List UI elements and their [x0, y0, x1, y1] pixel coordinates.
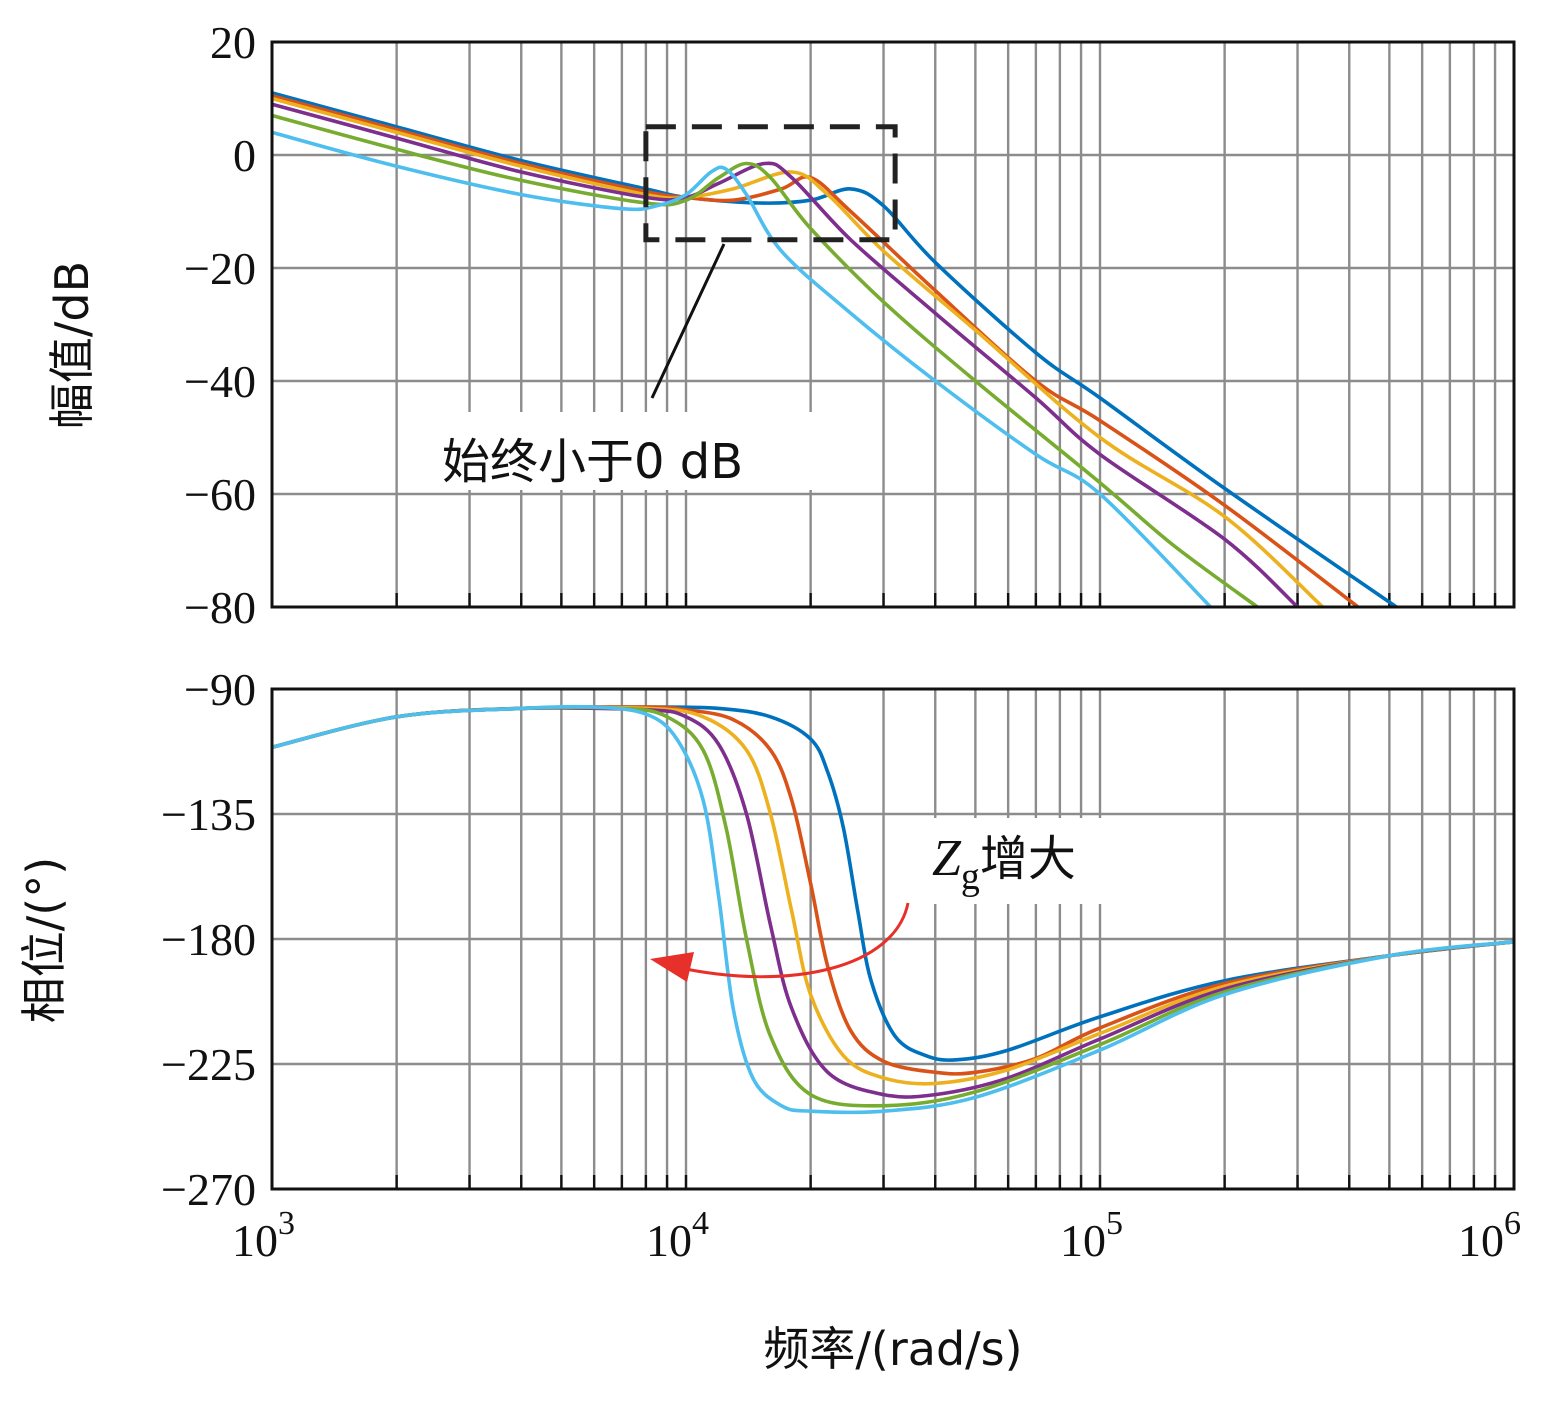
magnitude-series-line-3 — [272, 96, 1324, 607]
highlight-box — [643, 124, 898, 243]
phase-series-line-3 — [272, 705, 1514, 1086]
x-tick-base: 10 — [1458, 1215, 1504, 1266]
phase-series-line-6 — [272, 704, 1514, 1115]
phase-series-group — [272, 704, 1514, 1115]
phase-series-line-4 — [272, 706, 1514, 1099]
magnitude-series-line-4 — [272, 102, 1299, 607]
x-tick-exponent: 3 — [278, 1205, 295, 1242]
magnitude-plot-frame — [270, 40, 1516, 609]
phase-series-line-1 — [272, 705, 1514, 1062]
x-tick-exponent: 5 — [1106, 1205, 1123, 1242]
magnitude-series-line-1 — [272, 91, 1398, 607]
magnitude-series-line-2 — [272, 93, 1360, 607]
x-tick-label: 103 — [232, 1205, 295, 1266]
phase-grid — [270, 687, 1514, 1191]
phase-y-tick-labels: −90 −135 −180 −225 −270 — [161, 664, 256, 1215]
phase-y-tick-label: −270 — [161, 1164, 256, 1215]
magnitude-series-group — [272, 91, 1398, 607]
x-tick-label: 105 — [1060, 1205, 1123, 1266]
phase-y-tick-label: −135 — [161, 789, 256, 840]
magnitude-axis-label: 幅值/dB — [45, 261, 99, 429]
magnitude-grid — [270, 40, 1514, 609]
x-tick-label: 106 — [1458, 1205, 1521, 1266]
x-tick-labels: 103 104 105 106 — [232, 1205, 1521, 1266]
zg-arrowhead — [650, 952, 694, 982]
magnitude-y-tick-label: −60 — [184, 469, 256, 520]
zg-annotation: Zg增大 — [932, 830, 1076, 898]
x-tick-label: 104 — [646, 1205, 709, 1266]
x-tick-base: 10 — [646, 1215, 692, 1266]
magnitude-annotation: 始终小于0 dB — [442, 434, 743, 490]
zg-annotation-background — [924, 818, 1124, 904]
phase-plot-frame — [270, 687, 1516, 1191]
annotation-leader-line — [650, 243, 726, 399]
x-tick-exponent: 4 — [692, 1205, 709, 1242]
x-tick-exponent: 6 — [1504, 1205, 1521, 1242]
x-tick-base: 10 — [1060, 1215, 1106, 1266]
magnitude-y-tick-label: 20 — [210, 17, 256, 68]
phase-axis-label: 相位/(°) — [17, 857, 71, 1023]
phase-series-line-2 — [272, 705, 1514, 1076]
x-tick-base: 10 — [232, 1215, 278, 1266]
magnitude-y-tick-labels: 20 0 −20 −40 −60 −80 — [184, 17, 256, 633]
phase-y-tick-label: −180 — [161, 914, 256, 965]
zg-symbol: Z — [932, 830, 962, 887]
zg-increase-arrow — [675, 902, 910, 979]
frequency-axis-label: 频率/(rad/s) — [763, 1322, 1022, 1376]
magnitude-y-tick-label: 0 — [233, 130, 256, 181]
zg-subscript: g — [961, 856, 980, 898]
annotation-background — [432, 412, 824, 490]
phase-y-tick-label: −90 — [184, 664, 256, 715]
magnitude-y-tick-label: −40 — [184, 356, 256, 407]
phase-y-tick-label: −225 — [161, 1039, 256, 1090]
zg-text: 增大 — [980, 831, 1076, 887]
magnitude-series-line-5 — [272, 113, 1259, 607]
phase-series-line-5 — [272, 705, 1514, 1108]
magnitude-series-line-6 — [272, 130, 1212, 607]
magnitude-y-tick-label: −20 — [184, 243, 256, 294]
magnitude-y-tick-label: −80 — [184, 582, 256, 633]
